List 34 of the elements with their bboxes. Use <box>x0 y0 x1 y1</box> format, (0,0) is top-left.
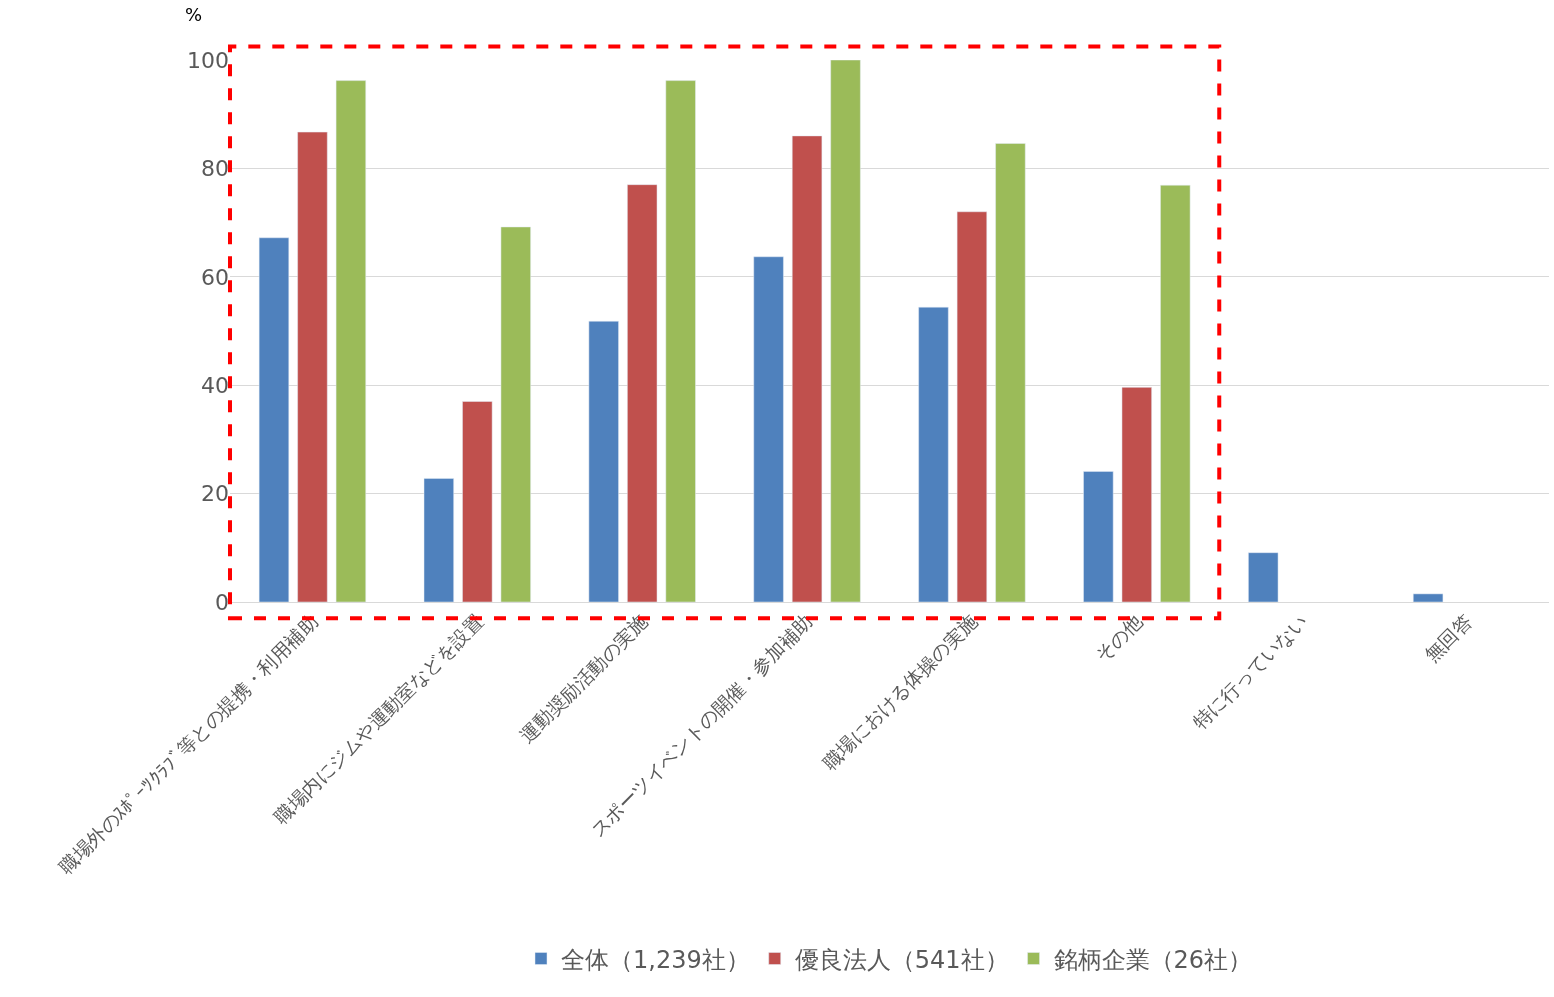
bar <box>830 60 861 602</box>
bar <box>1160 184 1191 602</box>
bar <box>500 226 531 602</box>
bar <box>665 80 696 602</box>
bar <box>995 143 1026 602</box>
bar <box>1083 471 1114 602</box>
y-tick-label: 100 <box>187 47 229 73</box>
bar <box>918 306 949 602</box>
y-tick-label: 20 <box>201 481 229 507</box>
y-tick-label: 60 <box>201 264 229 290</box>
y-tick-label: 0 <box>215 589 229 615</box>
bar <box>335 80 366 602</box>
bar <box>1121 387 1152 602</box>
y-tick-label: 40 <box>201 372 229 398</box>
bar <box>462 401 493 602</box>
legend-label: 全体（1,239社） <box>561 945 750 974</box>
x-tick-label: 無回答 <box>1420 610 1477 667</box>
y-axis-title: % <box>185 4 203 25</box>
bar <box>791 135 823 602</box>
bar <box>956 211 988 602</box>
bar <box>258 237 290 602</box>
x-tick-label: 職場における体操の実施 <box>818 610 982 774</box>
x-tick-label: 運動奨励活動の実施 <box>515 610 652 747</box>
bar <box>1248 552 1279 602</box>
bar <box>627 184 658 602</box>
bar <box>423 478 454 602</box>
legend-label: 銘柄企業（26社） <box>1053 945 1253 974</box>
bar <box>1413 593 1444 602</box>
legend-label: 優良法人（541社） <box>794 945 1009 974</box>
bar <box>753 256 784 602</box>
bar <box>297 131 328 602</box>
x-tick-label: 特に行っていない <box>1188 610 1312 734</box>
y-tick-label: 80 <box>201 156 229 182</box>
bar <box>588 320 619 602</box>
